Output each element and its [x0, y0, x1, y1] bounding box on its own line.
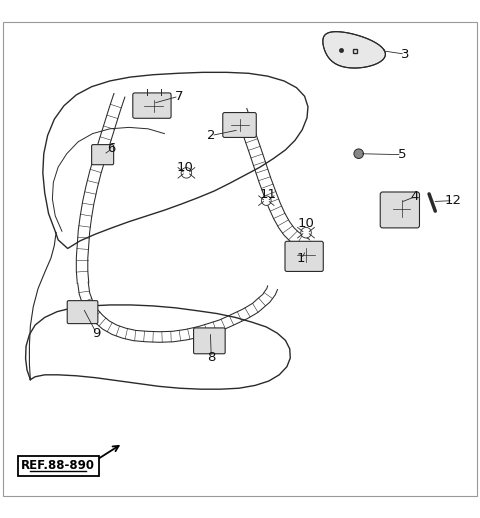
Polygon shape [323, 32, 385, 68]
FancyBboxPatch shape [193, 328, 225, 354]
FancyBboxPatch shape [92, 145, 114, 165]
Circle shape [181, 168, 192, 178]
Text: 6: 6 [108, 142, 116, 155]
Text: 10: 10 [298, 217, 314, 229]
FancyBboxPatch shape [380, 192, 420, 228]
Text: 8: 8 [207, 351, 216, 364]
Circle shape [354, 149, 363, 159]
Text: 9: 9 [92, 327, 101, 340]
FancyBboxPatch shape [133, 93, 171, 118]
FancyBboxPatch shape [285, 241, 323, 271]
FancyBboxPatch shape [223, 112, 256, 137]
Text: 10: 10 [177, 161, 194, 174]
Text: 5: 5 [397, 148, 406, 161]
Text: 4: 4 [410, 190, 419, 203]
Text: 1: 1 [297, 252, 305, 266]
Circle shape [262, 196, 271, 206]
Text: 12: 12 [444, 194, 461, 207]
Text: 11: 11 [259, 188, 276, 201]
Text: 3: 3 [401, 48, 409, 61]
Text: 7: 7 [175, 90, 183, 103]
Text: 2: 2 [207, 129, 216, 142]
Circle shape [301, 227, 312, 238]
Text: REF.88-890: REF.88-890 [21, 459, 95, 472]
FancyBboxPatch shape [67, 300, 98, 324]
